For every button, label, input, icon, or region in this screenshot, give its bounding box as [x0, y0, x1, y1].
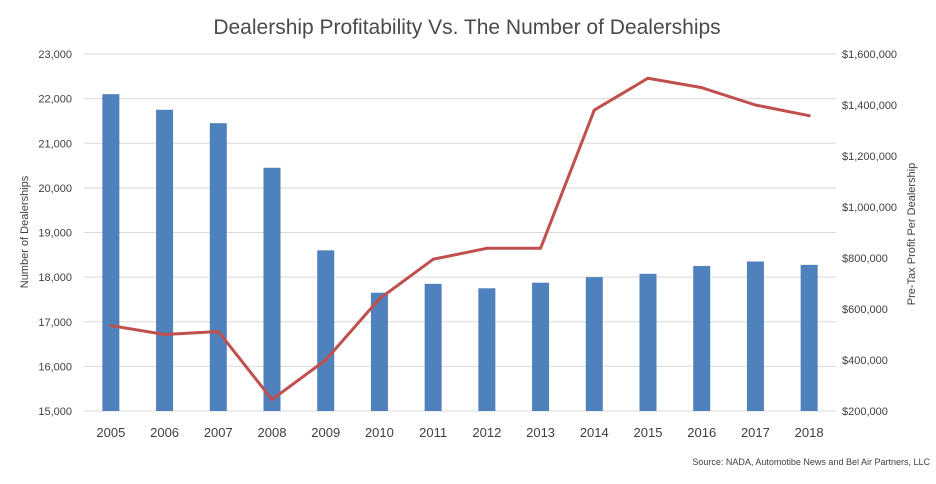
bar: [263, 167, 281, 411]
right-axis-ticks: $200,000 $400,000 $600,000 $800,000 $1,000,0…: [842, 49, 897, 418]
right-tick-label: $800,000: [842, 253, 888, 265]
right-tick-label: $400,000: [842, 355, 888, 367]
x-tick-label: 2014: [580, 425, 609, 440]
line-point: [270, 398, 274, 402]
bar: [746, 261, 764, 411]
right-tick-label: $1,600,000: [842, 49, 897, 61]
bar: [532, 282, 550, 411]
bar: [317, 250, 335, 411]
x-tick-label: 2011: [419, 425, 447, 440]
right-tick-label: $200,000: [842, 406, 888, 418]
left-tick-label: 16,000: [38, 361, 72, 373]
right-tick-label: $1,200,000: [842, 151, 897, 163]
x-tick-label: 2018: [795, 425, 824, 440]
left-tick-label: 23,000: [38, 49, 72, 61]
line-point: [646, 76, 650, 80]
x-tick-label: 2007: [204, 425, 233, 440]
line-point: [163, 333, 167, 336]
right-tick-label: $1,400,000: [842, 100, 897, 112]
left-tick-label: 15,000: [38, 406, 72, 418]
line-point: [431, 257, 435, 261]
bar: [370, 292, 388, 411]
bar: [102, 94, 120, 411]
left-axis-ticks: 15,000 16,000 17,000 18,000 19,000 20,000 21,0…: [38, 49, 72, 418]
line-series: [109, 76, 811, 402]
x-tick-label: 2015: [634, 425, 663, 440]
profit-line: [109, 76, 811, 402]
x-tick-label: 2012: [472, 425, 501, 440]
left-tick-label: 18,000: [38, 272, 72, 284]
right-tick-label: $600,000: [842, 304, 888, 316]
bar: [639, 273, 657, 411]
bar: [209, 123, 227, 411]
gridlines: [84, 53, 836, 412]
left-tick-label: 22,000: [38, 94, 72, 106]
right-axis-label: Pre-Tax Profit Per Dealership: [906, 163, 918, 305]
left-tick-label: 17,000: [38, 317, 72, 329]
bar: [478, 288, 496, 411]
x-tick-label: 2008: [258, 425, 287, 440]
line-point: [700, 86, 704, 90]
bar: [800, 264, 818, 411]
x-axis-ticks: 2005 2006 2007 2008 2009 2010 2011 2012 2013 2014…: [96, 425, 823, 440]
left-tick-label: 21,000: [38, 138, 72, 150]
x-tick-label: 2017: [741, 425, 770, 440]
bar: [693, 265, 711, 411]
line-point: [324, 358, 328, 362]
line-point: [109, 324, 113, 328]
left-tick-label: 20,000: [38, 183, 72, 195]
line-point: [377, 297, 381, 301]
line-point: [216, 329, 220, 333]
bar: [424, 283, 442, 411]
right-tick-label: $1,000,000: [842, 202, 897, 214]
bar-series: [102, 94, 818, 411]
x-tick-label: 2009: [311, 425, 340, 440]
source-note: Source: NADA, Automotibe News and Bel Ai…: [692, 457, 930, 467]
x-tick-label: 2010: [365, 425, 394, 440]
line-point: [753, 103, 757, 107]
line-point: [539, 246, 543, 250]
x-tick-label: 2013: [526, 425, 555, 440]
line-point: [592, 108, 596, 112]
line-point: [807, 114, 811, 118]
x-tick-label: 2005: [96, 425, 125, 440]
x-tick-label: 2006: [150, 425, 179, 440]
line-point: [485, 246, 489, 250]
left-tick-label: 19,000: [38, 228, 72, 240]
bar: [585, 277, 603, 411]
left-axis-label: Number of Dealerships: [19, 175, 31, 288]
bar: [156, 109, 174, 411]
x-tick-label: 2016: [687, 425, 716, 440]
chart-title: Dealership Profitability Vs. The Number …: [213, 16, 720, 39]
